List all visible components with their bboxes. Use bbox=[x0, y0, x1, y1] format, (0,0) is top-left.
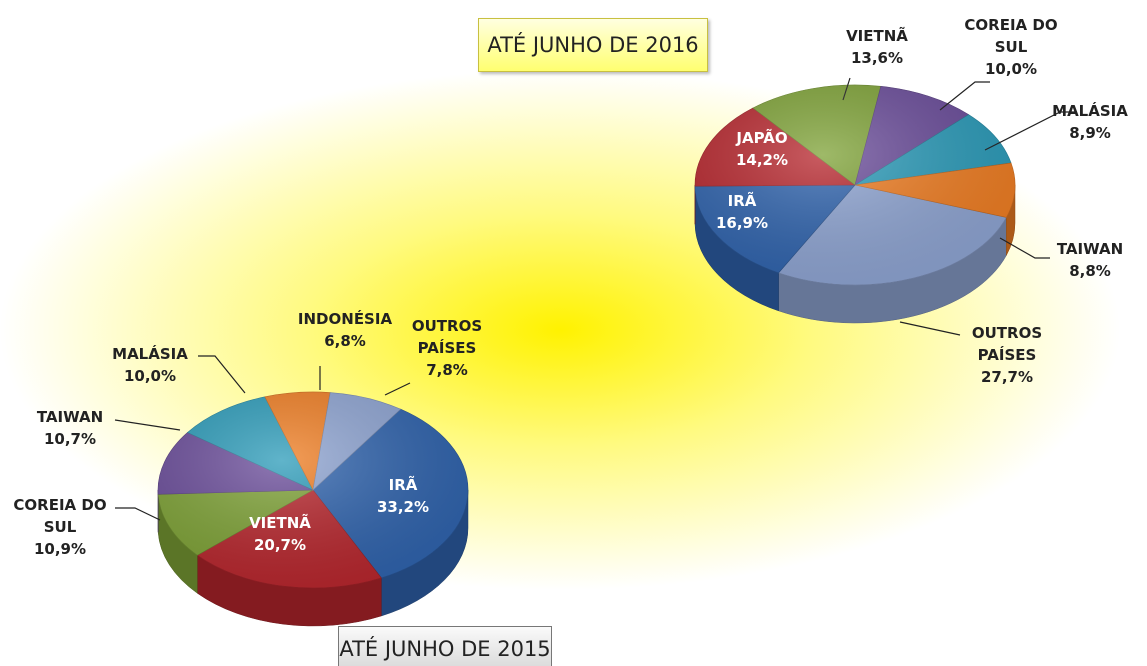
chart-title: ATÉ JUNHO DE 2015 bbox=[339, 637, 551, 661]
slice-label: COREIA DO SUL 10,9% bbox=[12, 494, 108, 560]
value-label: 33,2% bbox=[376, 498, 430, 516]
slice-label: JAPÃO 14,2% bbox=[714, 127, 810, 171]
category-label: VIETNÃ bbox=[846, 27, 908, 45]
category-label: VIETNÃ bbox=[249, 514, 311, 532]
title-box: ATÉ JUNHO DE 2015 bbox=[338, 626, 552, 666]
value-label: 13,6% bbox=[850, 49, 904, 67]
value-label: 16,9% bbox=[715, 214, 769, 232]
category-label: OUTROS PAÍSES bbox=[411, 317, 483, 357]
category-label: INDONÉSIA bbox=[297, 310, 393, 328]
category-label: IRÃ bbox=[727, 192, 757, 210]
slice-label: MALÁSIA 10,0% bbox=[102, 343, 198, 387]
leader-line bbox=[115, 507, 161, 521]
value-label: 7,8% bbox=[426, 361, 468, 379]
slice-label: TAIWAN 10,7% bbox=[22, 406, 118, 450]
category-label: IRÃ bbox=[388, 476, 418, 494]
value-label: 10,0% bbox=[984, 60, 1038, 78]
value-label: 10,9% bbox=[33, 540, 87, 558]
slice-label: MALÁSIA 8,9% bbox=[1042, 100, 1138, 144]
category-label: MALÁSIA bbox=[1052, 102, 1128, 120]
leader-line bbox=[198, 355, 246, 394]
value-label: 10,7% bbox=[43, 430, 97, 448]
leader-line bbox=[114, 419, 181, 431]
leader-line bbox=[384, 382, 411, 396]
title-box: ATÉ JUNHO DE 2016 bbox=[478, 18, 708, 72]
value-label: 8,8% bbox=[1069, 262, 1111, 280]
leader-line bbox=[899, 321, 961, 336]
value-label: 20,7% bbox=[253, 536, 307, 554]
category-label: JAPÃO bbox=[736, 129, 788, 147]
slice-label: TAIWAN 8,8% bbox=[1042, 238, 1138, 282]
category-label: TAIWAN bbox=[36, 408, 104, 426]
category-label: MALÁSIA bbox=[112, 345, 188, 363]
slice-label: IRÃ 16,9% bbox=[694, 190, 790, 234]
slice-label: OUTROS PAÍSES 7,8% bbox=[399, 315, 495, 381]
slice-label: INDONÉSIA 6,8% bbox=[297, 308, 393, 352]
slice-label: VIETNÃ 13,6% bbox=[829, 25, 925, 69]
value-label: 27,7% bbox=[980, 368, 1034, 386]
category-label: TAIWAN bbox=[1056, 240, 1124, 258]
value-label: 14,2% bbox=[735, 151, 789, 169]
slice-label: VIETNÃ 20,7% bbox=[232, 512, 328, 556]
value-label: 6,8% bbox=[324, 332, 366, 350]
chart-title: ATÉ JUNHO DE 2016 bbox=[487, 33, 699, 57]
value-label: 8,9% bbox=[1069, 124, 1111, 142]
value-label: 10,0% bbox=[123, 367, 177, 385]
slice-label: OUTROS PAÍSES 27,7% bbox=[959, 322, 1055, 388]
category-label: COREIA DO SUL bbox=[13, 496, 107, 536]
slice-label: IRÃ 33,2% bbox=[355, 474, 451, 518]
category-label: OUTROS PAÍSES bbox=[971, 324, 1043, 364]
slice-label: COREIA DO SUL 10,0% bbox=[963, 14, 1059, 80]
category-label: COREIA DO SUL bbox=[964, 16, 1058, 56]
